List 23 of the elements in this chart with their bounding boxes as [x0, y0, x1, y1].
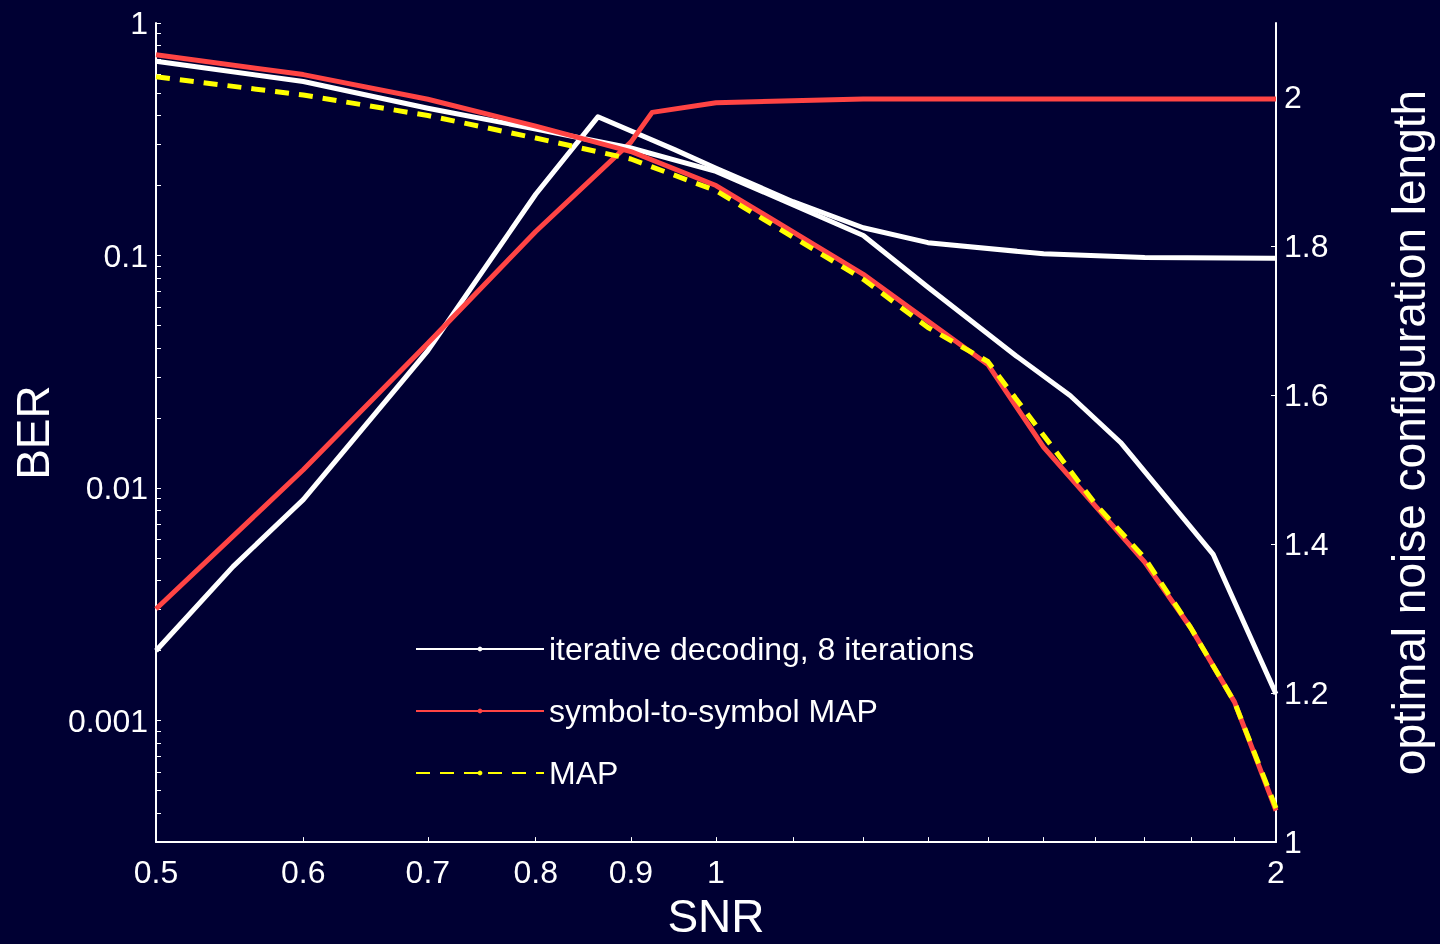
y2-axis-title: optimal noise configuration length: [1383, 89, 1435, 776]
y2-tick-label: 1.8: [1284, 228, 1329, 265]
y-tick-label: 0.1: [103, 237, 148, 274]
y2-tick-label: 1.4: [1284, 526, 1329, 563]
x-tick-label: 1: [707, 854, 725, 891]
x-tick-label: 0.9: [608, 854, 654, 891]
y-tick-label: 0.01: [85, 470, 148, 507]
legend-label: MAP: [549, 755, 619, 791]
y-tick-label: 1: [130, 5, 148, 41]
y2-tick-label: 1: [1284, 824, 1302, 861]
y2-tick-label: 1.6: [1284, 377, 1329, 414]
y2-tick-label: 1.2: [1284, 675, 1329, 712]
x-tick-label: 0.5: [133, 854, 179, 891]
legend-label: iterative decoding, 8 iterations: [549, 631, 975, 667]
x-tick-label: 0.6: [281, 854, 326, 891]
x-tick-label: 2: [1267, 854, 1285, 891]
legend-label: symbol-to-symbol MAP: [549, 693, 878, 729]
y-axis-title: BER: [7, 385, 59, 480]
x-axis-title: SNR: [667, 890, 765, 942]
x-tick-label: 0.7: [405, 854, 451, 891]
y-tick-label: 0.001: [67, 702, 148, 739]
y2-tick-label: 2: [1284, 79, 1302, 116]
x-tick-label: 0.8: [513, 854, 558, 891]
